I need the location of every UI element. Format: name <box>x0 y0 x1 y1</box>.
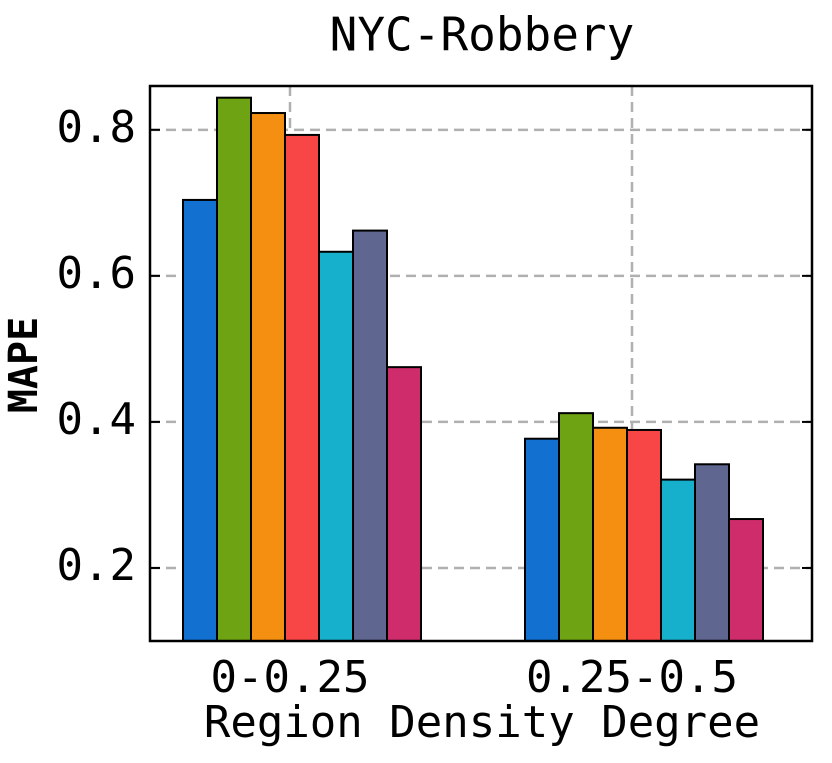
y-tick-label: 0.2 <box>57 540 136 591</box>
bar <box>182 198 218 642</box>
x-tick-label: 0.25-0.5 <box>526 652 738 703</box>
bar <box>592 426 628 642</box>
bar <box>216 96 252 643</box>
bar <box>728 518 764 643</box>
bar <box>694 463 730 642</box>
chart-title: NYC-Robbery <box>330 8 635 62</box>
bar <box>250 112 286 643</box>
bar <box>626 428 662 642</box>
bar <box>558 412 594 642</box>
bar <box>660 478 696 642</box>
bar <box>318 250 354 642</box>
y-tick-label: 0.6 <box>57 248 136 299</box>
y-tick-label: 0.4 <box>57 394 136 445</box>
bar <box>352 229 388 642</box>
plot-frame <box>148 84 814 643</box>
bar <box>386 366 422 642</box>
y-tick-label: 0.8 <box>57 102 136 153</box>
x-tick-label: 0-0.25 <box>211 652 370 703</box>
y-axis-label: MAPE <box>1 317 47 413</box>
bar <box>284 133 320 642</box>
x-axis-label: Region Density Degree <box>204 697 760 748</box>
bar <box>524 437 560 642</box>
